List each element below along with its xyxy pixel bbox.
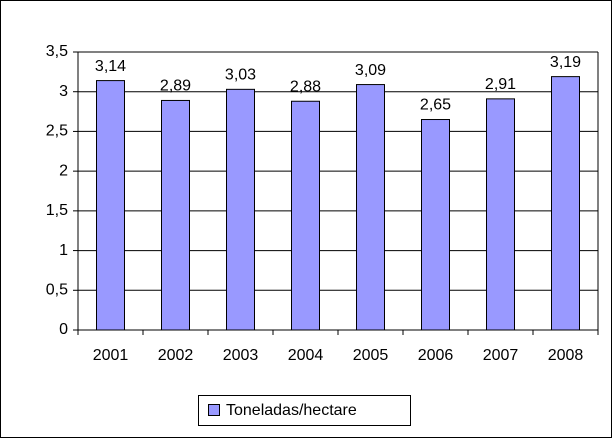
x-tick-label: 2002 <box>158 347 194 364</box>
bar <box>161 99 190 331</box>
x-tick-label: 2005 <box>353 347 389 364</box>
bar <box>356 84 385 331</box>
data-label: 3,09 <box>355 62 386 79</box>
legend-box <box>198 395 411 426</box>
bar <box>421 119 450 331</box>
x-tick-label: 2008 <box>548 347 584 364</box>
bar <box>551 76 580 331</box>
data-label: 2,65 <box>420 97 451 114</box>
x-tick-label: 2007 <box>483 347 519 364</box>
y-tick-label: 0,5 <box>46 282 68 299</box>
y-tick-label: 2 <box>59 162 68 179</box>
data-label: 3,03 <box>225 67 256 84</box>
x-tick-label: 2006 <box>418 347 454 364</box>
y-tick-label: 3 <box>59 83 68 100</box>
bar <box>486 98 515 331</box>
bar <box>96 80 125 331</box>
y-tick-label: 1,5 <box>46 202 68 219</box>
y-tick-label: 0 <box>59 321 68 338</box>
y-tick-label: 3,5 <box>46 43 68 60</box>
data-label: 2,89 <box>160 78 191 95</box>
x-tick-label: 2003 <box>223 347 259 364</box>
bar <box>291 100 320 331</box>
bar <box>226 88 255 331</box>
data-label: 2,88 <box>290 78 321 95</box>
legend-swatch <box>208 404 220 416</box>
data-label: 3,19 <box>550 54 581 71</box>
y-tick-label: 2,5 <box>46 123 68 140</box>
x-tick-label: 2004 <box>288 347 324 364</box>
data-label: 3,14 <box>95 58 126 75</box>
x-tick-label: 2001 <box>93 347 129 364</box>
data-label: 2,91 <box>485 76 516 93</box>
y-tick-label: 1 <box>59 242 68 259</box>
legend-label: Toneladas/hectare <box>226 402 357 419</box>
